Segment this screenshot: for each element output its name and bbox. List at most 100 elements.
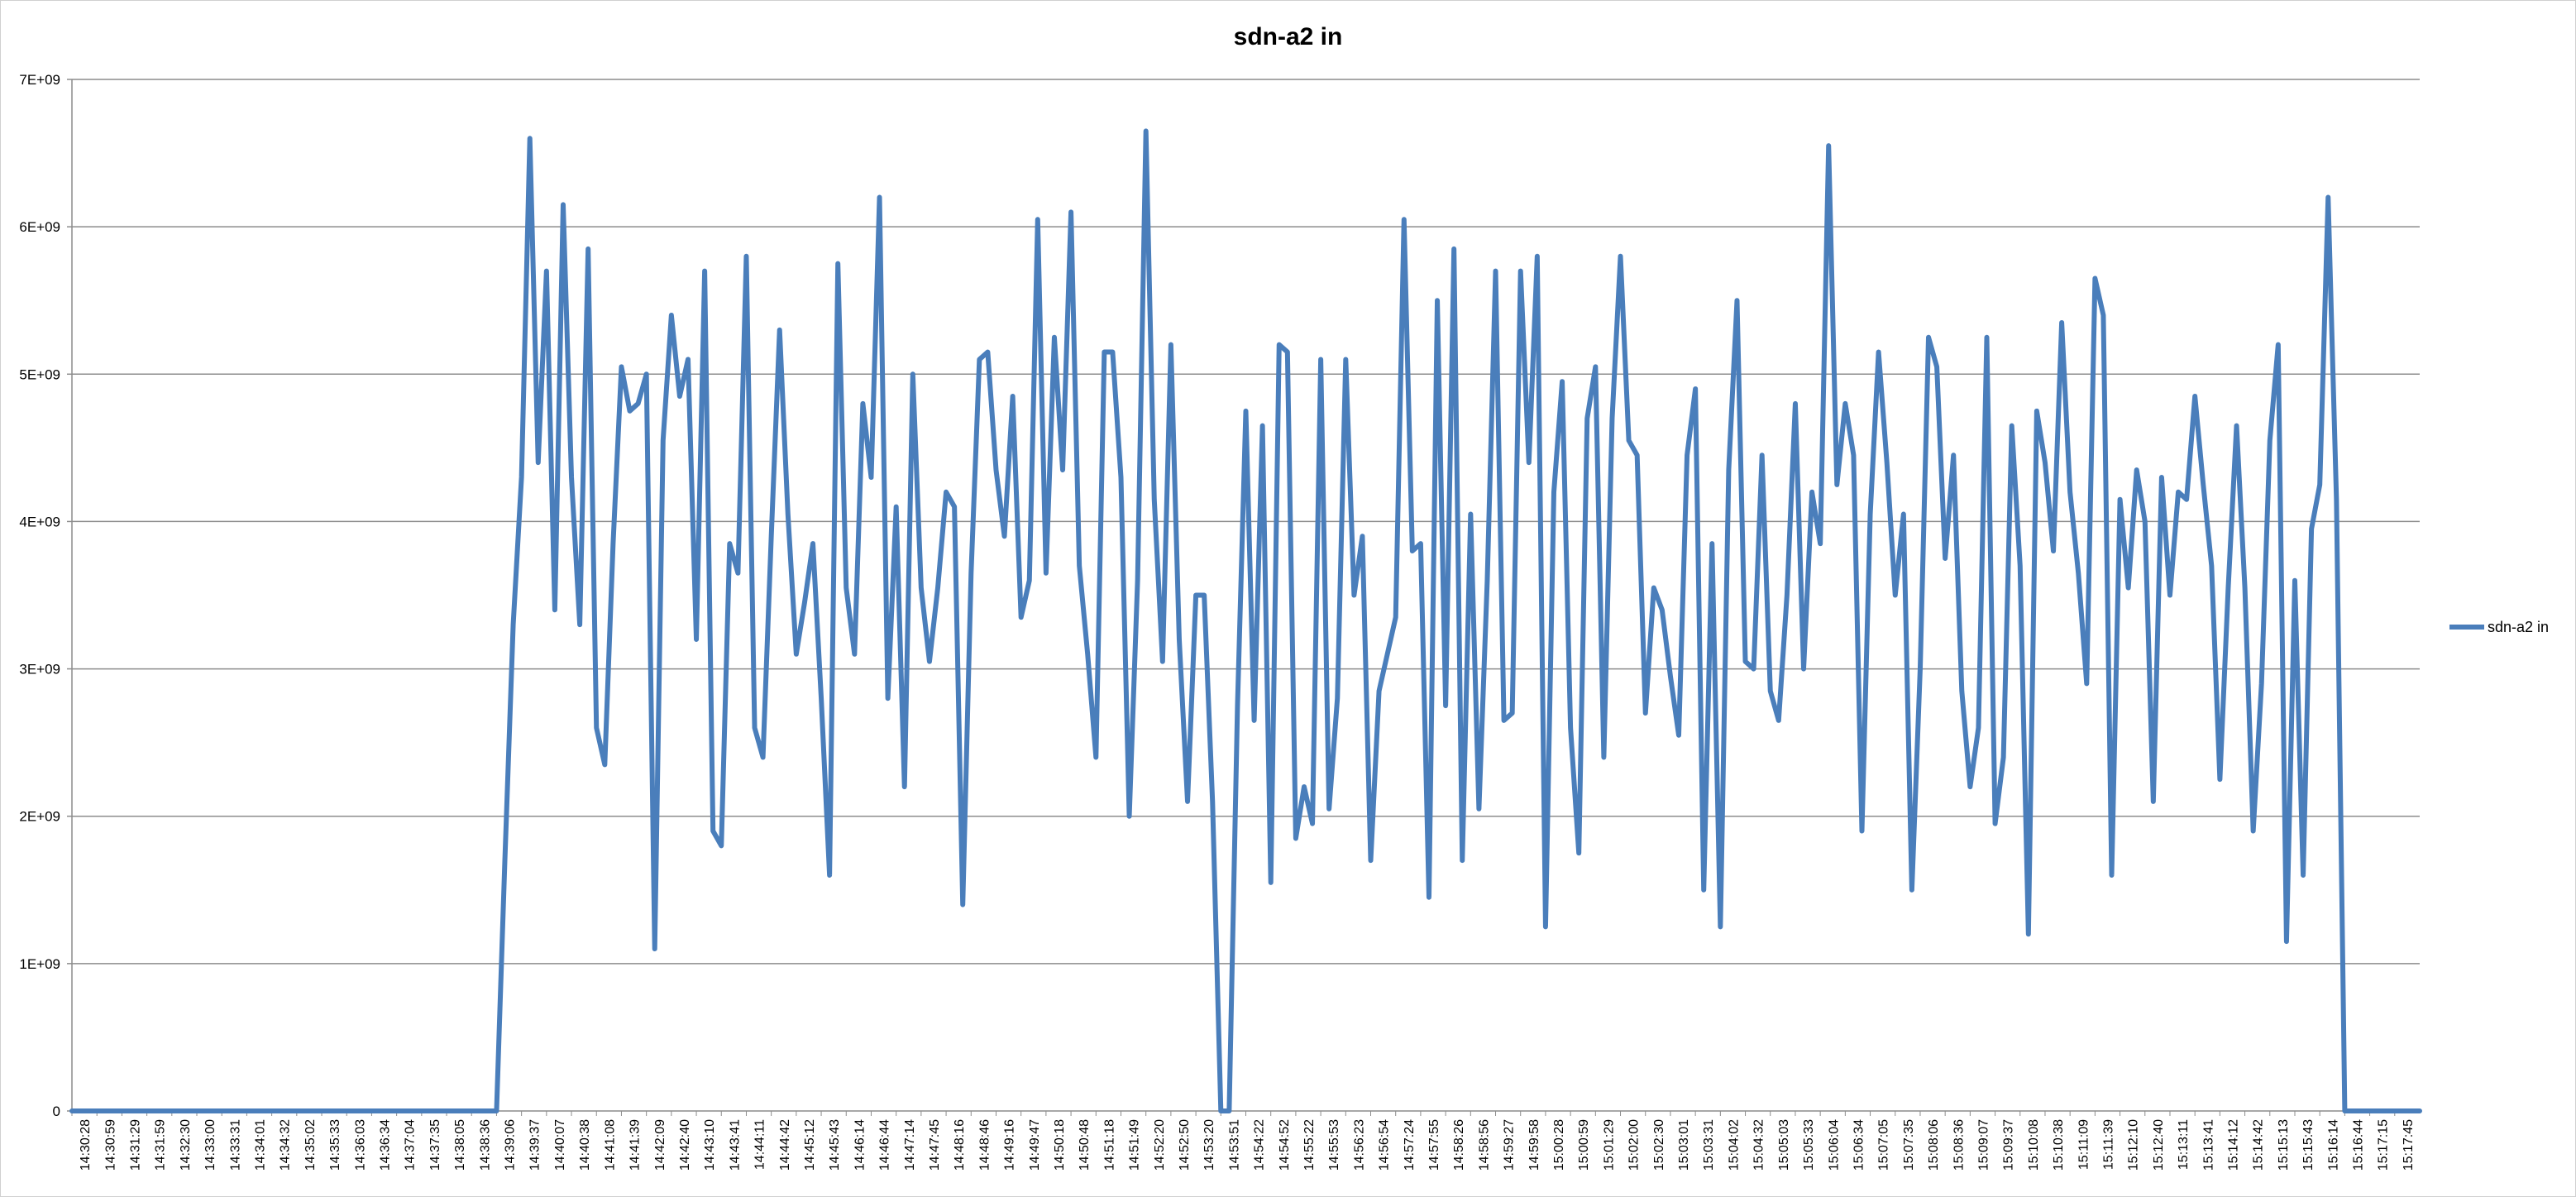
legend: sdn-a2 in xyxy=(2449,619,2549,635)
y-tick-label: 0 xyxy=(53,1104,60,1119)
x-tick-label: 14:39:37 xyxy=(528,1119,542,1171)
x-tick-label: 15:06:34 xyxy=(1852,1119,1866,1171)
x-tick-label: 14:56:23 xyxy=(1352,1119,1366,1171)
x-tick-label: 14:59:58 xyxy=(1527,1119,1541,1171)
x-tick-label: 14:56:54 xyxy=(1378,1119,1392,1171)
x-tick-label: 14:34:01 xyxy=(254,1119,268,1171)
x-tick-label: 15:05:33 xyxy=(1802,1119,1816,1171)
x-tick-label: 14:38:05 xyxy=(453,1119,467,1171)
y-tick-label: 1E+09 xyxy=(19,956,60,972)
series-line xyxy=(69,128,2422,1113)
x-tick-label: 14:51:18 xyxy=(1102,1119,1116,1171)
x-tick-label: 14:37:04 xyxy=(404,1119,418,1171)
x-tick-label: 15:01:29 xyxy=(1602,1119,1616,1171)
x-tick-label: 15:03:31 xyxy=(1702,1119,1716,1171)
x-tick-label: 14:54:22 xyxy=(1253,1119,1267,1171)
x-tick-label: 14:53:20 xyxy=(1202,1119,1216,1171)
x-tick-label: 15:13:41 xyxy=(2201,1119,2215,1171)
x-tick-label: 14:42:09 xyxy=(653,1119,667,1171)
x-tick-label: 14:36:03 xyxy=(353,1119,367,1171)
x-tick-label: 14:48:16 xyxy=(953,1119,967,1171)
x-tick-label: 15:02:00 xyxy=(1627,1119,1642,1171)
x-tick-label: 14:58:56 xyxy=(1477,1119,1491,1171)
x-tick-label: 14:57:55 xyxy=(1427,1119,1441,1171)
legend-label: sdn-a2 in xyxy=(2488,619,2549,635)
gridlines xyxy=(72,79,2420,965)
x-tick-label: 14:45:43 xyxy=(828,1119,842,1171)
y-tick-label: 5E+09 xyxy=(19,366,60,382)
x-tick-label: 15:02:30 xyxy=(1652,1119,1666,1171)
x-tick-label: 15:00:59 xyxy=(1577,1119,1591,1171)
x-tick-label: 14:30:59 xyxy=(103,1119,117,1171)
x-tick-label: 14:43:10 xyxy=(703,1119,717,1171)
x-tick-label: 15:00:28 xyxy=(1552,1119,1566,1171)
x-tick-label: 14:31:59 xyxy=(154,1119,168,1171)
x-tick-label: 15:13:11 xyxy=(2177,1119,2191,1170)
x-axis: 14:30:28 14:30:59 14:31:29 14:31:59 14:32:30… xyxy=(71,1110,2420,1171)
x-tick-label: 14:40:38 xyxy=(578,1119,592,1171)
x-tick-label: 14:43:41 xyxy=(728,1119,742,1171)
x-tick-label: 15:04:32 xyxy=(1752,1119,1766,1171)
x-tick-label: 15:12:40 xyxy=(2152,1119,2166,1171)
x-tick-label: 15:11:39 xyxy=(2101,1119,2115,1170)
x-tick-label: 14:37:35 xyxy=(428,1119,442,1171)
x-tick-label: 14:38:36 xyxy=(478,1119,492,1171)
x-tick-label: 15:16:44 xyxy=(2351,1119,2365,1171)
x-tick-label: 14:58:26 xyxy=(1452,1119,1466,1171)
x-tick-label: 15:10:38 xyxy=(2052,1119,2066,1171)
x-tick-label: 15:07:05 xyxy=(1877,1119,1891,1171)
x-tick-label: 14:35:33 xyxy=(328,1119,342,1171)
x-tick-label: 14:36:34 xyxy=(379,1119,393,1171)
x-tick-label: 14:49:47 xyxy=(1028,1119,1042,1171)
x-tick-label: 14:51:49 xyxy=(1128,1119,1142,1171)
x-tick-label: 15:05:03 xyxy=(1777,1119,1791,1171)
x-tick-label: 14:32:30 xyxy=(179,1119,193,1171)
x-tick-label: 14:33:31 xyxy=(228,1119,242,1171)
x-tick-label: 15:06:04 xyxy=(1827,1119,1841,1171)
x-tick-label: 14:45:12 xyxy=(803,1119,817,1171)
x-tick-label: 14:50:18 xyxy=(1053,1119,1067,1171)
x-tick-label: 14:34:32 xyxy=(279,1119,293,1171)
x-tick-label: 15:14:42 xyxy=(2252,1119,2266,1171)
x-tick-label: 14:53:51 xyxy=(1227,1119,1241,1171)
x-tick-label: 15:08:36 xyxy=(1952,1119,1966,1171)
x-tick-label: 14:52:20 xyxy=(1153,1119,1167,1171)
y-tick-label: 2E+09 xyxy=(19,809,60,825)
x-tick-label: 15:03:01 xyxy=(1677,1119,1691,1171)
x-tick-label: 15:09:37 xyxy=(2002,1119,2016,1171)
chart-title: sdn-a2 in xyxy=(1233,23,1343,50)
x-tick-label: 14:31:29 xyxy=(129,1119,143,1171)
x-tick-label: 15:15:13 xyxy=(2277,1119,2291,1171)
x-tick-label: 14:41:08 xyxy=(603,1119,617,1171)
x-tick-label: 15:14:12 xyxy=(2226,1119,2240,1171)
x-tick-label: 14:55:53 xyxy=(1327,1119,1341,1171)
x-tick-label: 14:40:07 xyxy=(553,1119,567,1171)
x-tick-label: 14:46:14 xyxy=(853,1119,867,1171)
x-tick-label: 14:46:44 xyxy=(878,1119,892,1171)
series-layer xyxy=(69,128,2422,1113)
x-tick-label: 14:44:42 xyxy=(778,1119,792,1171)
x-tick-label: 15:07:35 xyxy=(1902,1119,1916,1171)
x-tick-label: 14:48:46 xyxy=(977,1119,992,1171)
x-tick-label: 14:44:11 xyxy=(753,1119,767,1170)
x-tick-label: 14:49:16 xyxy=(1003,1119,1017,1171)
x-tick-label: 14:47:45 xyxy=(928,1119,942,1171)
x-tick-label: 15:17:15 xyxy=(2377,1119,2391,1171)
y-axis: 0 1E+09 2E+09 3E+09 4E+09 5E+09 6E+09 7E+09 xyxy=(19,72,73,1119)
x-tick-label: 15:16:14 xyxy=(2326,1119,2340,1171)
x-tick-label: 14:52:50 xyxy=(1178,1119,1192,1171)
x-tick-label: 15:17:45 xyxy=(2402,1119,2416,1171)
x-tick-label: 14:35:02 xyxy=(303,1119,318,1171)
x-tick-label: 14:55:22 xyxy=(1302,1119,1317,1171)
x-tick-label: 14:33:00 xyxy=(203,1119,217,1171)
x-tick-label: 15:10:08 xyxy=(2027,1119,2041,1171)
x-tick-label: 14:59:27 xyxy=(1503,1119,1517,1171)
y-tick-label: 7E+09 xyxy=(19,72,60,88)
x-tick-label: 15:08:06 xyxy=(1927,1119,1941,1171)
x-tick-label: 15:12:10 xyxy=(2127,1119,2141,1171)
x-tick-label: 14:30:28 xyxy=(79,1119,93,1171)
x-tick-label: 15:11:09 xyxy=(2077,1119,2091,1170)
x-tick-label: 14:54:52 xyxy=(1278,1119,1292,1171)
x-tick-label: 14:42:40 xyxy=(678,1119,692,1171)
